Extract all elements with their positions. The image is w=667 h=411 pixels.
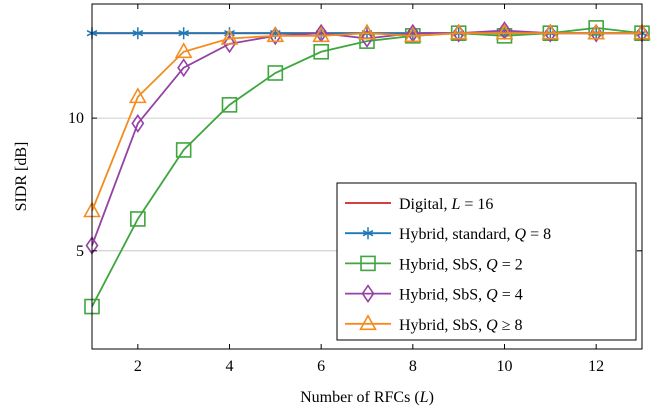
- legend-entry: Hybrid, standard, Q = 8: [345, 226, 551, 243]
- diamond-marker: [360, 29, 374, 48]
- legend-label: Hybrid, SbS, Q = 4: [399, 287, 523, 304]
- triangle-marker: [312, 26, 331, 43]
- triangle-marker: [495, 23, 514, 40]
- square-marker: [267, 65, 284, 81]
- star-marker: [132, 27, 144, 40]
- plot-frame: [91, 3, 643, 350]
- x-tick-label: 4: [226, 358, 234, 375]
- triangle-marker: [403, 26, 422, 43]
- diamond-marker: [361, 284, 375, 304]
- x-tick-label: 2: [134, 358, 142, 375]
- triangle-marker: [220, 28, 239, 45]
- axis-ticks: 5 10 2 4 6 8 10 12: [68, 4, 642, 375]
- y-tick-label: 5: [76, 243, 84, 260]
- triangle-marker: [359, 314, 377, 331]
- legend: Digital, L = 16 Hybrid, standard, Q = 8 Hy…: [336, 182, 637, 341]
- square-marker: [359, 33, 375, 49]
- legend-label: Hybrid, SbS, Q ≥ 8: [399, 317, 522, 334]
- triangle-marker: [541, 23, 560, 40]
- x-axis-label: Number of RFCs (L): [300, 389, 434, 406]
- square-marker: [360, 255, 376, 272]
- legend-entry: Hybrid, SbS, Q ≥ 8: [345, 314, 522, 334]
- legend-label: Hybrid, SbS, Q = 2: [399, 256, 523, 273]
- x-tick-label: 6: [317, 358, 325, 375]
- diamond-marker: [177, 58, 191, 78]
- star-marker: [178, 27, 190, 40]
- legend-label: Digital, L = 16: [399, 196, 493, 213]
- legend-entry: Digital, L = 16: [345, 196, 493, 213]
- triangle-marker: [449, 23, 468, 40]
- square-marker: [130, 211, 146, 227]
- triangle-marker: [174, 42, 193, 59]
- square-marker: [588, 20, 604, 36]
- series-layer: [83, 20, 651, 315]
- triangle-marker: [358, 23, 376, 40]
- y-tick-label: 10: [68, 110, 84, 127]
- legend-entry: Hybrid, SbS, Q = 4: [345, 284, 523, 304]
- triangle-marker: [128, 87, 147, 104]
- legend-box: [336, 182, 637, 341]
- square-marker: [496, 28, 513, 44]
- diamond-marker: [223, 34, 236, 54]
- square-marker: [313, 43, 329, 60]
- y-axis-label: SIDR [dB]: [13, 142, 30, 212]
- series-line: [91, 32, 642, 212]
- x-tick-label: 12: [588, 358, 604, 375]
- triangle-marker: [587, 23, 606, 40]
- triangle-marker: [266, 26, 285, 43]
- x-tick-label: 10: [497, 358, 513, 375]
- square-marker: [175, 142, 192, 158]
- diamond-marker: [131, 114, 145, 133]
- x-tick-label: 8: [409, 358, 417, 375]
- legend-entry: Hybrid, SbS, Q = 2: [345, 255, 523, 273]
- legend-label: Hybrid, standard, Q = 8: [399, 226, 551, 243]
- star-marker: [362, 227, 374, 240]
- square-marker: [221, 97, 238, 113]
